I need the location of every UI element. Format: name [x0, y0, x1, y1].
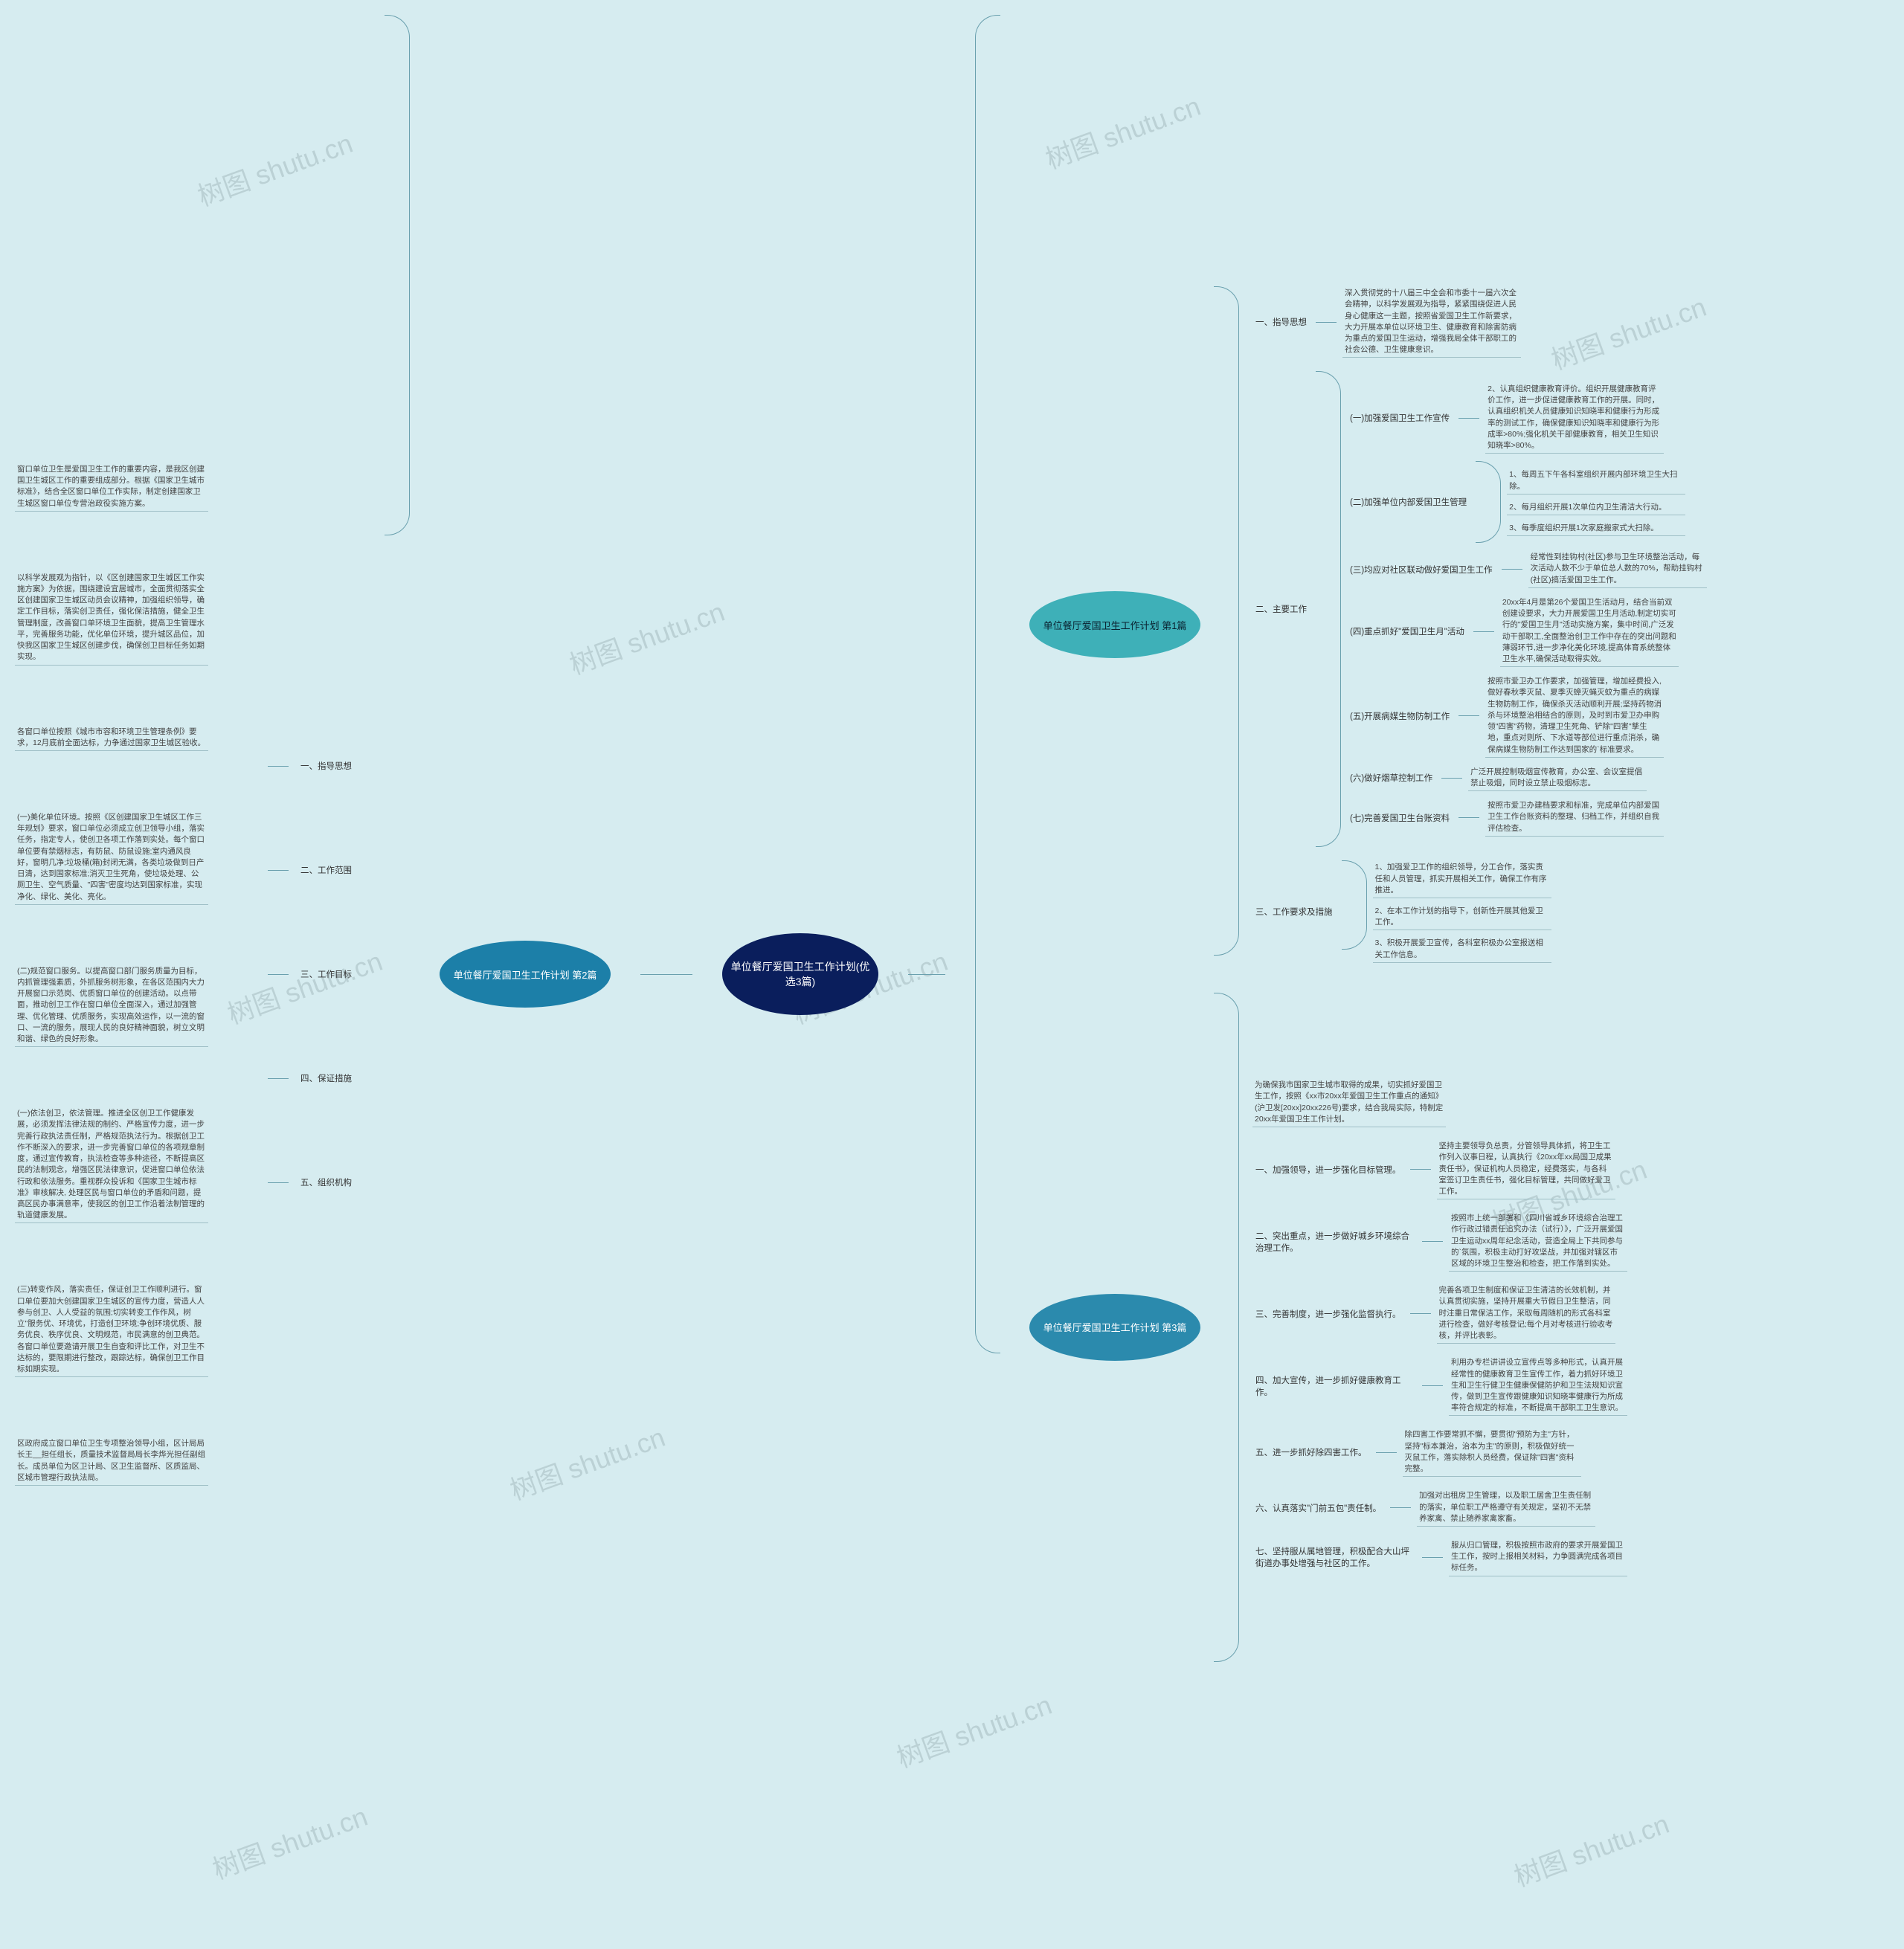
p3-s2-label: 二、突出重点，进一步做好城乡环境综合治理工作。 — [1252, 1228, 1416, 1255]
p1-s3-label: 三、工作要求及措施 — [1252, 904, 1336, 919]
p2-s3-l1: (一)美化单位环境。按照《区创建国家卫生城区工作三年规划》要求，窗口单位必须成立… — [15, 811, 208, 905]
p1-s2-b5-leaf: 按照市爱卫办工作要求，加强管理，增加经费投入,做好春秋季灭鼠、夏季灭蟑灭蝇灭蚊为… — [1485, 674, 1664, 758]
p2-s3-l2: (二)规范窗口服务。以提高窗口部门服务质量为目标，内抓管理强素质，外抓服务树形象… — [15, 964, 208, 1048]
p2-s4-label: 四、保证措施 — [298, 1071, 355, 1086]
p3-s1-leaf: 坚持主要领导负总责，分管领导具体抓，将卫生工作列入议事日程，认真执行《20xx年… — [1437, 1139, 1615, 1199]
p1-s3-l3: 3、积极开展爱卫宣传，各科室积极办公室报送相关工作信息。 — [1373, 936, 1551, 962]
p1-s2-b4-leaf: 20xx年4月是第26个爱国卫生活动月，结合当前双创建设要求，大力开展爱国卫生月… — [1500, 596, 1679, 667]
p2-s5-leaf: 区政府成立窗口单位卫生专项整治领导小组，区计局局长王__担任组长，质量技术监督局… — [15, 1437, 208, 1486]
p3-s7-leaf: 服从归口管理，积极按照市政府的要求开展爱国卫生工作，按时上报相关材料，力争圆满完… — [1449, 1539, 1627, 1576]
p2-s3-intro: 各窗口单位按照《城市市容和环境卫生管理条例》要求，12月底前全面达标，力争通过国… — [15, 725, 208, 751]
p2-s3-label: 三、工作目标 — [298, 967, 355, 982]
p2-s4-l2: (三)转变作风，落实责任，保证创卫工作顺利进行。窗口单位要加大创建国家卫生城区的… — [15, 1283, 208, 1377]
p1-s2-b2-l2: 2、每月组织开展1次单位内卫生清洁大行动。 — [1507, 500, 1685, 515]
p1-s2-b5-label: (五)开展病媒生物防制工作 — [1347, 709, 1453, 724]
p3-s5-label: 五、进一步抓好除四害工作。 — [1252, 1445, 1370, 1460]
p1-s3-l1: 1、加强爱卫工作的组织领导，分工合作，落实责任和人员管理，抓实开展相关工作，确保… — [1373, 860, 1551, 898]
p3-s5-leaf: 除四害工作要常抓不懈，要贯彻"预防为主"方针，坚持"标本兼治，治本为主"的原则，… — [1403, 1428, 1581, 1477]
p1-s1-leaf: 深入贯彻党的十八届三中全会和市委十一届六次全会精神，以科学发展观为指导，紧紧围绕… — [1342, 286, 1521, 358]
p2-s4-l1: (一)依法创卫，依法管理。推进全区创卫工作健康发展，必须发挥法律法规的制约、严格… — [15, 1106, 208, 1223]
p1-s2-b7-leaf: 按照市爱卫办建档要求和标准，完成单位内部爱国卫生工作台账资料的整理、归档工作，并… — [1485, 799, 1664, 837]
p1-s2-b2-label: (二)加强单位内部爱国卫生管理 — [1347, 495, 1470, 509]
p3-s7-label: 七、坚持服从属地管理，积极配合大山坪街道办事处增强与社区的工作。 — [1252, 1544, 1416, 1571]
p3-s3-label: 三、完善制度，进一步强化监督执行。 — [1252, 1307, 1404, 1321]
p3-s4-label: 四、加大宣传，进一步抓好健康教育工作。 — [1252, 1373, 1416, 1399]
p1-s2-b6-label: (六)做好烟草控制工作 — [1347, 770, 1435, 785]
p1-s2-b1-leaf: 2、认真组织健康教育评价。组织开展健康教育评价工作，进一步促进健康教育工作的开展… — [1485, 382, 1664, 454]
p2-s1-leaf: 以科学发展观为指针，以《区创建国家卫生城区工作实施方案》为依据，围绕建设宜居城市… — [15, 571, 208, 666]
p1-s1-label: 一、指导思想 — [1252, 315, 1310, 329]
p1-s2-b4-label: (四)重点抓好"爱国卫生月"活动 — [1347, 624, 1467, 639]
p1-s2-b7-label: (七)完善爱国卫生台账资料 — [1347, 811, 1453, 825]
p1-s2-b2-l3: 3、每季度组织开展1次家庭搬家式大扫除。 — [1507, 521, 1685, 536]
p1-s2-b3-leaf: 经常性到挂钩村(社区)参与卫生环境整治活动，每次活动人数不少于单位总人数的70%… — [1528, 550, 1707, 588]
p2-s2-label: 二、工作范围 — [298, 863, 355, 877]
p2-s5-label: 五、组织机构 — [298, 1175, 355, 1190]
p2-s1-label: 一、指导思想 — [298, 758, 355, 773]
hub-p3: 单位餐厅爱国卫生工作计划 第3篇 — [1029, 1294, 1200, 1361]
p1-s3-l2: 2、在本工作计划的指导下，创新性开展其他爱卫工作。 — [1373, 904, 1551, 930]
p3-s3-leaf: 完善各项卫生制度和保证卫生清洁的长效机制，并认真贯彻实施，坚持开展重大节假日卫生… — [1437, 1283, 1615, 1344]
p1-s2-b3-label: (三)均应对社区联动做好爱国卫生工作 — [1347, 562, 1496, 577]
p3-s2-leaf: 按照市上统一部署和《四川省城乡环境综合治理工作行政过错责任追究办法（试行）》，广… — [1449, 1211, 1627, 1272]
p3-s1-label: 一、加强领导，进一步强化目标管理。 — [1252, 1162, 1404, 1177]
p1-s2-b6-leaf: 广泛开展控制吸烟宣传教育，办公室、会议室提倡禁止吸烟，同时设立禁止吸烟标志。 — [1468, 765, 1647, 791]
p3-s6-label: 六、认真落实"门前五包"责任制。 — [1252, 1501, 1384, 1515]
p3-s6-leaf: 加强对出租房卫生管理，以及职工居舍卫生责任制的落实，单位职工严格遵守有关规定，坚… — [1417, 1489, 1595, 1527]
p1-s2-b2-l1: 1、每周五下午各科室组织开展内部环境卫生大扫除。 — [1507, 468, 1685, 494]
p2-intro-leaf: 窗口单位卫生是爱国卫生工作的重要内容，是我区创建国卫生城区工作的重要组成部分。根… — [15, 463, 208, 512]
p1-s2-b1-label: (一)加强爱国卫生工作宣传 — [1347, 410, 1453, 425]
hub-p2: 单位餐厅爱国卫生工作计划 第2篇 — [440, 941, 611, 1008]
p3-s4-leaf: 利用办专栏讲讲设立宣传点等多种形式，认真开展经常性的健康教育卫生宣传工作，着力抓… — [1449, 1356, 1627, 1416]
p1-s2-label: 二、主要工作 — [1252, 602, 1310, 616]
center-node: 单位餐厅爱国卫生工作计划(优选3篇) — [722, 933, 878, 1015]
p3-intro: 为确保我市国家卫生城市取得的成果，切实抓好爱国卫生工作，按照《xx市20xx年爱… — [1252, 1078, 1446, 1127]
hub-p1: 单位餐厅爱国卫生工作计划 第1篇 — [1029, 591, 1200, 658]
